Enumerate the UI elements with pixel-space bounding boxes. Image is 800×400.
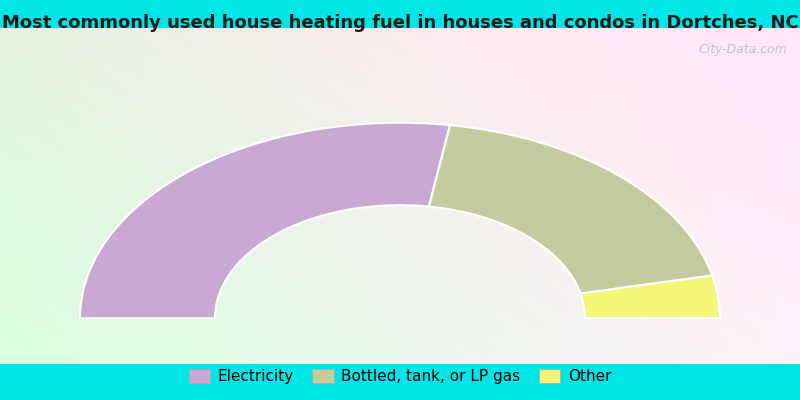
Text: Most commonly used house heating fuel in houses and condos in Dortches, NC: Most commonly used house heating fuel in… [2,14,798,32]
Wedge shape [581,276,720,318]
Wedge shape [80,123,450,318]
Wedge shape [429,125,712,294]
Legend: Electricity, Bottled, tank, or LP gas, Other: Electricity, Bottled, tank, or LP gas, O… [182,363,618,390]
Text: City-Data.com: City-Data.com [698,43,787,56]
